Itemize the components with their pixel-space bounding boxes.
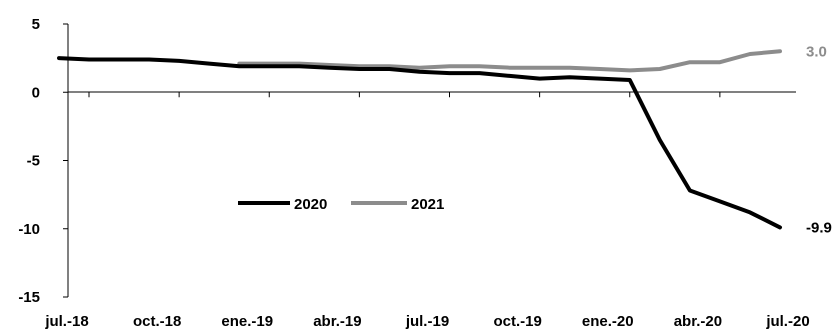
y-tick-label: -10	[18, 221, 40, 238]
series-layer	[57, 49, 782, 230]
y-tick-label: -5	[27, 153, 40, 170]
legend-label-2020: 2020	[294, 196, 327, 213]
y-tick-label: -15	[18, 289, 40, 306]
x-tick-label: abr.-19	[313, 313, 361, 330]
legend: 2020 2021	[238, 196, 444, 213]
x-tick-label: abr.-20	[674, 313, 722, 330]
x-tick-label: ene.-20	[582, 313, 634, 330]
end-labels: -9.9 3.0	[806, 43, 832, 236]
y-ticks: 5 0 -5 -10 -15	[18, 16, 68, 306]
y-tick-label: 0	[32, 84, 40, 101]
series-line-2021	[237, 49, 782, 73]
x-ticks: jul.-18 oct.-18 ene.-19 abr.-19 jul.-19 oct.-…	[44, 92, 810, 330]
x-tick-label: jul.-19	[405, 313, 449, 330]
series-line-2020	[57, 56, 782, 230]
x-axis: jul.-18 oct.-18 ene.-19 abr.-19 jul.-19 oct.-…	[44, 91, 810, 330]
end-label-2021: 3.0	[806, 43, 827, 60]
x-tick-label: jul.-18	[44, 313, 88, 330]
x-tick-label: jul.-20	[765, 313, 809, 330]
y-axis: 5 0 -5 -10 -15	[18, 16, 69, 306]
legend-label-2021: 2021	[411, 196, 444, 213]
x-tick-label: oct.-18	[133, 313, 181, 330]
y-tick-label: 5	[32, 16, 40, 33]
x-tick-label: oct.-19	[493, 313, 541, 330]
x-tick-label: ene.-19	[221, 313, 273, 330]
end-label-2020: -9.9	[806, 219, 832, 236]
